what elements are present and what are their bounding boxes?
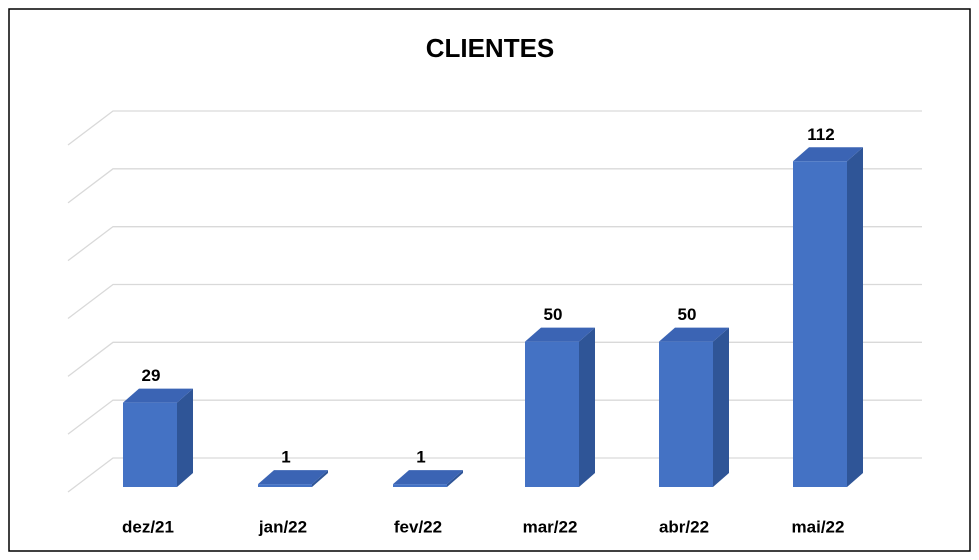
grid-line [67,283,922,320]
x-tick-label: jan/22 [258,517,307,536]
data-label: 50 [678,305,697,324]
x-tick-label: mai/22 [792,517,845,536]
data-label: 29 [142,366,161,385]
x-tick-label: mar/22 [523,517,578,536]
bar [793,147,863,487]
bar-front [393,484,447,487]
bar-top [258,470,328,485]
data-label: 112 [807,125,834,144]
data-label: 50 [544,305,563,324]
bar [258,470,328,487]
bar [659,327,729,487]
bar-top [393,470,463,485]
data-label: 1 [281,448,290,467]
data-label: 1 [416,448,425,467]
grid-line [67,110,922,146]
bar-side [312,470,328,487]
chart-title: CLIENTES [426,33,555,63]
bar-top [525,327,595,342]
bar-front [659,341,713,487]
bar-side [447,470,463,487]
bar-front [793,161,847,487]
bar-front [123,402,177,487]
grid-line [67,457,922,493]
grid-line [67,168,922,204]
bar [393,470,463,487]
bar-side [177,388,193,487]
bar [123,388,193,487]
grid-line [67,226,922,262]
bar-front [258,484,312,487]
bar-top [123,388,193,403]
x-tick-label: abr/22 [659,517,709,536]
bar-side [579,327,595,487]
bar-front [525,341,579,487]
bar-top [659,327,729,342]
bar-side [847,147,863,487]
bar [525,327,595,487]
grid-line [67,341,922,377]
bar-side [713,327,729,487]
bar-top [793,147,863,162]
x-tick-label: dez/21 [122,517,174,536]
grid-line [67,399,922,435]
x-tick-label: fev/22 [394,517,442,536]
